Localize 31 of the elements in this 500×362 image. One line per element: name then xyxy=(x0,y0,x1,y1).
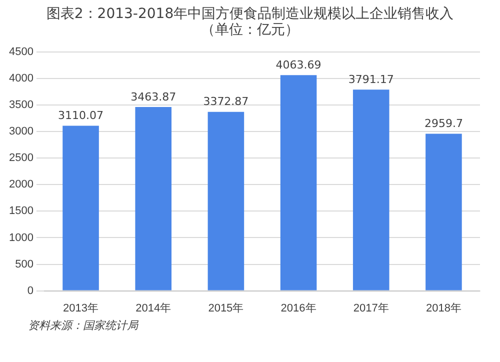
x-tick-label: 2015年 xyxy=(208,302,244,314)
x-tick-label: 2017年 xyxy=(353,302,389,314)
bar xyxy=(135,106,172,290)
x-tick-label: 2014年 xyxy=(136,302,172,314)
data-label: 3110.07 xyxy=(58,109,104,122)
y-tick-label: 3500 xyxy=(8,99,34,112)
data-label: 3372.87 xyxy=(203,95,249,108)
bar xyxy=(352,90,390,290)
y-tick-label: 500 xyxy=(15,258,34,270)
y-tick-label: 4500 xyxy=(8,46,34,58)
data-label: 4063.69 xyxy=(276,58,322,72)
y-tick-label: 1000 xyxy=(8,232,34,244)
chart-title: 图表2：2013-2018年中国方便食品制造业规模以上企业销售收入 xyxy=(45,6,455,22)
x-tick-label: 2013年 xyxy=(63,302,99,314)
x-tick-label: 2016年 xyxy=(280,302,316,314)
y-tick-label: 4000 xyxy=(8,72,34,85)
bar xyxy=(426,134,462,290)
y-tick-label: 3000 xyxy=(8,126,34,138)
chart-subtitle: （单位：亿元） xyxy=(200,22,300,38)
data-label: 3791.17 xyxy=(348,72,394,86)
text: 资料来源：国家统计局 xyxy=(28,318,140,333)
bar xyxy=(280,75,317,290)
y-tick-label: 2500 xyxy=(8,152,34,164)
bar xyxy=(62,126,99,290)
data-label: 2959.7 xyxy=(424,117,463,130)
bar xyxy=(208,112,244,290)
y-tick-label: 2000 xyxy=(8,178,34,191)
data-label: 3463.87 xyxy=(130,90,176,104)
y-tick-label: 0 xyxy=(27,284,34,297)
x-tick-label: 2018年 xyxy=(426,302,462,314)
y-tick-label: 1500 xyxy=(8,205,34,218)
